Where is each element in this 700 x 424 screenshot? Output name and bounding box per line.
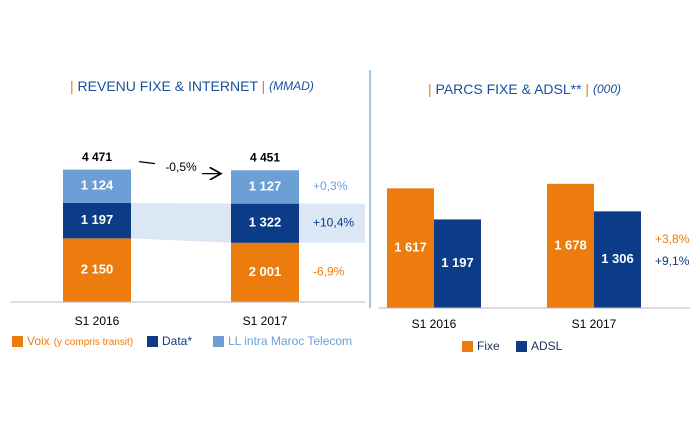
legend-name: LL intra Maroc Telecom bbox=[228, 334, 352, 348]
chart-title: | PARCS FIXE & ADSL** | (000) bbox=[428, 81, 621, 97]
bar-segment bbox=[231, 170, 299, 204]
legend-name: Fixe bbox=[477, 339, 500, 353]
bar bbox=[594, 211, 641, 308]
chart-title: | REVENU FIXE & INTERNET | (MMAD) bbox=[70, 78, 314, 94]
bar-segment bbox=[63, 202, 131, 239]
value-label: 1 617 bbox=[394, 240, 427, 255]
legend-swatch bbox=[462, 341, 473, 352]
change-label: +9,1% bbox=[655, 254, 690, 268]
legend-label: ADSL bbox=[531, 339, 563, 353]
total-label: 4 471 bbox=[82, 150, 112, 164]
title-text: PARCS FIXE & ADSL** bbox=[436, 81, 583, 97]
unit-text: (MMAD) bbox=[269, 79, 314, 93]
legend-label: Data* bbox=[162, 334, 192, 348]
x-tick-label: S1 2016 bbox=[75, 314, 120, 328]
title-bar: | bbox=[258, 78, 269, 94]
value-label: 1 322 bbox=[249, 215, 282, 230]
legend-swatch bbox=[213, 336, 224, 347]
bar-segment bbox=[63, 238, 131, 302]
legend-label: Fixe bbox=[477, 339, 500, 353]
total-change-label: -0,5% bbox=[165, 160, 197, 174]
change-arrow-left bbox=[138, 161, 156, 165]
value-label: 1 306 bbox=[601, 251, 634, 266]
change-label: +10,4% bbox=[313, 215, 354, 229]
title-bar: | bbox=[582, 81, 593, 97]
legend-swatch bbox=[12, 336, 23, 347]
bar bbox=[387, 188, 434, 308]
title-bar: | bbox=[70, 78, 78, 94]
value-label: 2 001 bbox=[249, 264, 282, 279]
legend-name: Data* bbox=[162, 334, 192, 348]
bar-segment bbox=[231, 242, 299, 302]
total-label: 4 451 bbox=[250, 150, 280, 164]
legend-swatch bbox=[516, 341, 527, 352]
bar-segment bbox=[63, 169, 131, 203]
change-label: +0,3% bbox=[313, 179, 348, 193]
bar bbox=[547, 183, 594, 308]
value-label: 2 150 bbox=[81, 262, 114, 277]
value-label: 1 124 bbox=[81, 178, 114, 193]
bar bbox=[434, 219, 481, 308]
legend-label: LL intra Maroc Telecom bbox=[228, 334, 352, 348]
legend-note: (y compris transit) bbox=[54, 337, 133, 348]
unit-text: (000) bbox=[593, 82, 621, 96]
value-label: 1 197 bbox=[81, 212, 114, 227]
x-tick-label: S1 2017 bbox=[243, 314, 288, 328]
value-label: 1 678 bbox=[554, 237, 587, 252]
x-tick-label: S1 2016 bbox=[412, 317, 457, 331]
legend-swatch bbox=[147, 336, 158, 347]
x-tick-label: S1 2017 bbox=[572, 317, 617, 331]
value-label: 1 127 bbox=[249, 178, 282, 193]
title-text: REVENU FIXE & INTERNET bbox=[78, 78, 259, 94]
legend-label: Voix (y compris transit) bbox=[27, 334, 133, 348]
legend-name: ADSL bbox=[531, 339, 563, 353]
change-label: -6,9% bbox=[313, 265, 345, 279]
bar-segment bbox=[231, 203, 299, 243]
title-bar: | bbox=[428, 81, 436, 97]
legend-name: Voix bbox=[27, 334, 50, 348]
change-label: +3,8% bbox=[655, 232, 690, 246]
value-label: 1 197 bbox=[441, 255, 474, 270]
